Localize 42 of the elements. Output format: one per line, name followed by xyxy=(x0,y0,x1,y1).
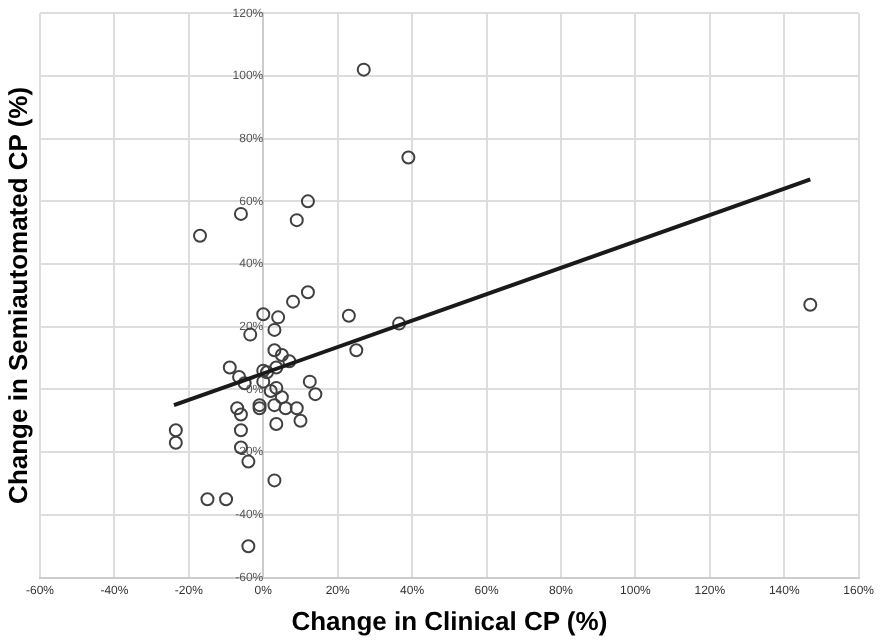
point xyxy=(233,423,248,438)
point xyxy=(289,401,304,416)
point xyxy=(293,413,308,428)
point xyxy=(803,297,818,312)
point xyxy=(302,374,317,389)
point xyxy=(230,401,245,416)
point xyxy=(300,194,315,209)
point xyxy=(241,539,256,554)
point xyxy=(286,294,301,309)
point xyxy=(271,310,286,325)
point xyxy=(219,492,234,507)
point xyxy=(349,343,364,358)
point xyxy=(267,473,282,488)
point xyxy=(289,213,304,228)
point xyxy=(356,62,371,77)
point xyxy=(308,387,323,402)
point xyxy=(168,435,183,450)
point xyxy=(193,228,208,243)
point xyxy=(233,206,248,221)
point xyxy=(263,384,278,399)
point xyxy=(168,423,183,438)
point xyxy=(267,322,282,337)
point xyxy=(267,398,282,413)
point xyxy=(300,285,315,300)
point xyxy=(341,308,356,323)
point xyxy=(274,347,289,362)
point xyxy=(274,390,289,405)
point xyxy=(401,150,416,165)
point xyxy=(392,316,407,331)
point xyxy=(200,492,215,507)
point xyxy=(222,360,237,375)
point xyxy=(241,454,256,469)
point xyxy=(269,360,284,375)
point xyxy=(282,354,297,369)
point xyxy=(278,401,293,416)
point xyxy=(256,307,271,322)
point xyxy=(233,407,248,422)
point xyxy=(269,380,284,395)
point xyxy=(267,343,282,358)
x-axis-title: Change in Clinical CP (%) xyxy=(291,606,608,637)
point xyxy=(269,416,284,431)
y-axis-title: Change in Semiautomated CP (%) xyxy=(3,86,34,504)
